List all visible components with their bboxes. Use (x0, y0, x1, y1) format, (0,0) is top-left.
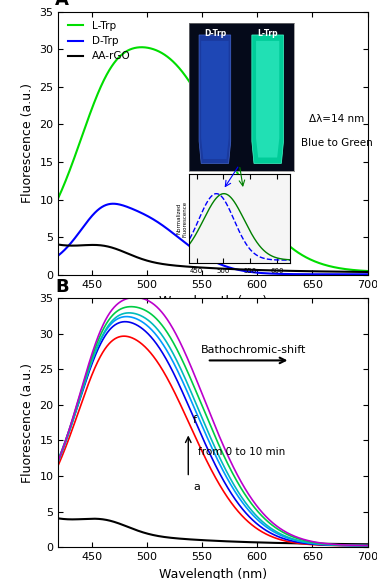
Text: A: A (55, 0, 69, 9)
Text: f: f (193, 415, 197, 424)
L-Trp (193, 87, 197, 94)
Text: L-Trp: L-Trp (257, 29, 278, 38)
D-Trp (269, 270, 273, 277)
Line: D-Trp: D-Trp (58, 204, 368, 274)
D-Trp (88, 215, 92, 222)
D-Trp (303, 271, 308, 278)
D-Trp (56, 252, 61, 259)
Text: D-Trp: D-Trp (204, 29, 226, 38)
Y-axis label: Normalized
Fluorescence: Normalized Fluorescence (176, 200, 187, 237)
Text: a: a (193, 482, 200, 492)
L-Trp (297, 250, 302, 257)
Polygon shape (252, 35, 284, 163)
L-Trp (181, 70, 186, 77)
L-Trp (365, 267, 370, 274)
X-axis label: Wavelength (nm): Wavelength (nm) (159, 567, 267, 579)
Text: B: B (55, 278, 69, 296)
L-Trp (88, 110, 92, 117)
L-Trp (56, 194, 61, 201)
L-Trp (269, 223, 273, 230)
Legend: L-Trp, D-Trp, AA-rGO: L-Trp, D-Trp, AA-rGO (64, 17, 135, 65)
D-Trp (193, 247, 197, 254)
AA-rGO (365, 269, 370, 276)
AA-rGO (56, 241, 61, 248)
Polygon shape (201, 41, 228, 159)
AA-rGO (297, 267, 302, 274)
X-axis label: Wavelength (nm): Wavelength (nm) (159, 295, 267, 309)
Polygon shape (256, 41, 279, 157)
AA-rGO (268, 267, 273, 274)
D-Trp (181, 238, 186, 245)
AA-rGO (303, 267, 307, 274)
Text: Δλ=14 nm: Δλ=14 nm (309, 114, 364, 124)
AA-rGO (192, 263, 197, 270)
Text: from 0 to 10 min: from 0 to 10 min (198, 447, 285, 457)
AA-rGO (181, 263, 186, 270)
D-Trp (297, 271, 302, 278)
Y-axis label: Fluorescence (a.u.): Fluorescence (a.u.) (21, 362, 34, 483)
L-Trp (303, 254, 308, 261)
Text: Blue to Green: Blue to Green (301, 138, 372, 148)
Line: L-Trp: L-Trp (58, 47, 368, 271)
Line: AA-rGO: AA-rGO (58, 244, 368, 272)
L-Trp (139, 44, 144, 51)
Text: Bathochromic-shift: Bathochromic-shift (201, 345, 306, 355)
AA-rGO (88, 241, 92, 248)
D-Trp (111, 200, 115, 207)
D-Trp (365, 271, 370, 278)
Y-axis label: Fluorescence (a.u.): Fluorescence (a.u.) (21, 83, 34, 203)
Polygon shape (199, 35, 231, 163)
